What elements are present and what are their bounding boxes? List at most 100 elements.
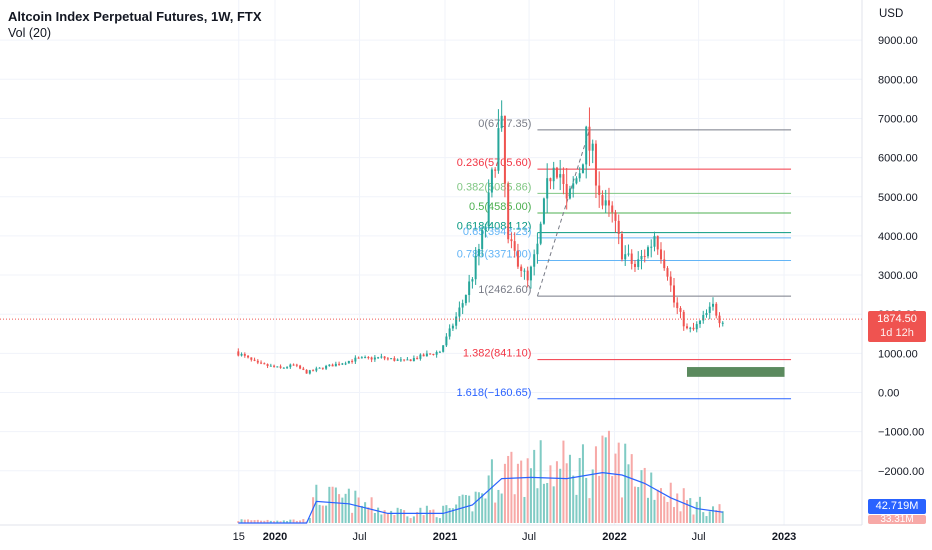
target-zone-box — [686, 367, 785, 377]
volume-bar — [676, 493, 679, 523]
candle-body — [607, 200, 610, 206]
candle-body — [260, 362, 263, 364]
volume-bar — [646, 497, 649, 523]
candle-body — [471, 279, 474, 282]
candle-body — [347, 360, 350, 364]
volume-bar — [705, 516, 708, 523]
candle-body — [653, 236, 656, 247]
volume-bar — [341, 497, 344, 523]
volume-bar — [698, 496, 702, 523]
volume-ma-path — [238, 471, 723, 524]
price-tick-label: 9000.00 — [878, 35, 918, 47]
fibonacci-retracement[interactable]: 0(6707.35)0.236(5705.60)0.382(5085.86)0.… — [457, 118, 792, 400]
fib-level-label: 1.618(−160.65) — [457, 387, 532, 399]
candle-body — [513, 241, 516, 251]
candle-body — [445, 336, 448, 346]
volume-bar — [555, 461, 558, 523]
candle-body — [422, 354, 425, 357]
volume-bar — [526, 458, 529, 523]
candle-body — [403, 359, 406, 361]
volume-bar — [568, 454, 571, 523]
volume-bar — [351, 512, 354, 523]
volume-bar — [318, 504, 321, 523]
volume-bar — [529, 468, 532, 523]
candle-body — [624, 254, 627, 260]
candle-body — [399, 359, 402, 361]
volume-indicator-label[interactable]: Vol (20) — [8, 26, 52, 40]
volume-bar — [500, 493, 503, 523]
candle-body — [292, 364, 295, 366]
candle-body — [367, 357, 370, 359]
volume-bar — [624, 443, 627, 523]
volume-bar — [656, 489, 659, 523]
volume-bar — [627, 464, 630, 523]
volume-bar — [354, 490, 357, 523]
volume-bar — [282, 520, 285, 523]
volume-bar — [520, 460, 523, 523]
candle-body — [351, 360, 354, 362]
candle-body — [698, 320, 702, 325]
candle-body — [650, 246, 653, 248]
candle-body — [702, 315, 705, 321]
volume-bar — [276, 520, 279, 523]
candle-body — [503, 115, 506, 184]
volume-bar — [438, 518, 441, 523]
candle-body — [637, 259, 640, 267]
volume-bar — [510, 451, 513, 523]
fib-level-label: 0.618(4084.12) — [457, 221, 532, 233]
candle-body — [354, 357, 357, 362]
candle-body — [542, 198, 545, 224]
candle-body — [432, 353, 435, 355]
candle-body — [533, 254, 536, 267]
volume-bar — [409, 518, 412, 523]
fib-level-label: 0.5(4585.00) — [469, 201, 531, 213]
volume-bar — [672, 507, 675, 523]
volume-bar — [442, 505, 445, 523]
volume-bar — [461, 494, 464, 523]
volume-bar — [692, 514, 695, 523]
candle-body — [676, 302, 679, 309]
candle-body — [435, 352, 438, 355]
candle-body — [708, 306, 711, 313]
volume-bar — [575, 494, 578, 523]
volume-bar — [325, 505, 328, 523]
candle-body — [529, 266, 532, 281]
volume-bar — [594, 446, 597, 523]
candle-body — [286, 367, 289, 369]
volume-bar — [620, 497, 623, 523]
volume-bar — [581, 444, 584, 523]
volume-bar — [659, 488, 662, 523]
volume-bar — [513, 494, 516, 523]
volume-bar — [533, 449, 536, 523]
volume-bar — [471, 511, 474, 523]
candle-body — [614, 212, 617, 221]
candle-body — [585, 126, 588, 165]
volume-bar — [393, 515, 396, 523]
candle-body — [390, 358, 393, 360]
candle-body — [666, 268, 669, 277]
candle-body — [461, 303, 464, 308]
candle-body — [604, 200, 607, 206]
volume-bar — [523, 496, 526, 523]
fib-level-label: 1(2462.60) — [478, 284, 531, 296]
time-tick-label: 2022 — [602, 531, 626, 543]
candle-body — [360, 357, 363, 359]
candle-body — [682, 311, 685, 327]
candle-body — [546, 178, 549, 199]
candle-body — [416, 358, 419, 360]
volume-bar — [256, 519, 259, 523]
candle-body — [715, 303, 718, 316]
volume-bar — [715, 510, 718, 523]
candle-body — [611, 205, 614, 213]
candle-body — [718, 315, 721, 324]
candle-body — [312, 370, 315, 372]
candle-body — [253, 359, 256, 361]
candle-body — [243, 354, 246, 356]
price-axis: 9000.00 8000.00 7000.00 6000.00 5000.00 4000.… — [878, 35, 924, 478]
candle-body — [549, 178, 552, 182]
volume-bar — [416, 512, 419, 523]
candle-body — [562, 174, 565, 185]
candle-body — [500, 115, 503, 129]
volume-bar — [578, 457, 581, 523]
